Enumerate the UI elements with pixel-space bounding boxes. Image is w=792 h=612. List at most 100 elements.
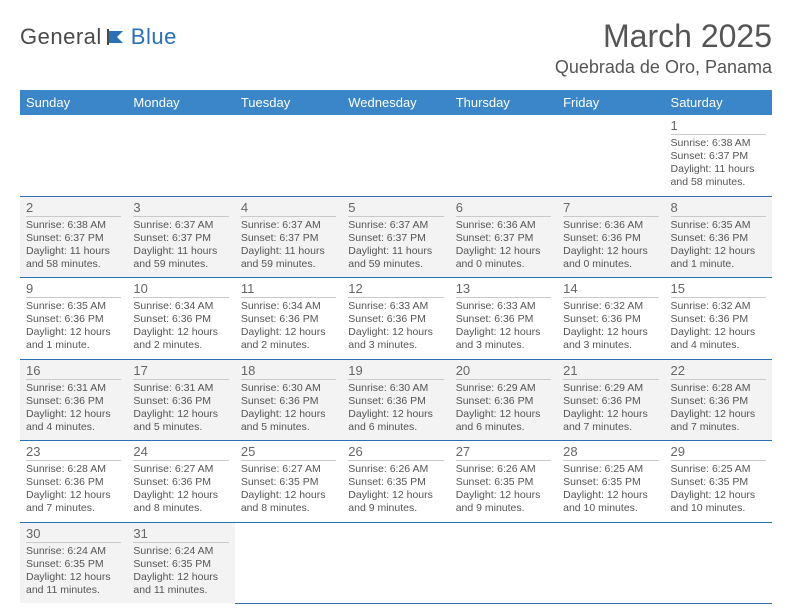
calendar-cell-empty (235, 115, 342, 196)
sunrise-line: Sunrise: 6:36 AM (563, 219, 658, 232)
weekday-header: Sunday (20, 90, 127, 115)
day-number: 15 (671, 281, 766, 298)
calendar-cell-empty (450, 522, 557, 603)
day-number: 18 (241, 363, 336, 380)
day-number: 6 (456, 200, 551, 217)
day-number: 19 (348, 363, 443, 380)
sunset-line: Sunset: 6:35 PM (26, 558, 121, 571)
sunset-line: Sunset: 6:37 PM (456, 232, 551, 245)
sunrise-line: Sunrise: 6:33 AM (456, 300, 551, 313)
sunrise-line: Sunrise: 6:35 AM (26, 300, 121, 313)
day-number: 11 (241, 281, 336, 298)
sunrise-line: Sunrise: 6:29 AM (456, 382, 551, 395)
daylight-line: Daylight: 11 hours and 59 minutes. (133, 245, 228, 271)
daylight-line: Daylight: 12 hours and 7 minutes. (26, 489, 121, 515)
sunset-line: Sunset: 6:36 PM (133, 476, 228, 489)
title-block: March 2025 Quebrada de Oro, Panama (555, 18, 772, 78)
day-number: 2 (26, 200, 121, 217)
day-number: 14 (563, 281, 658, 298)
sunset-line: Sunset: 6:36 PM (348, 395, 443, 408)
day-number: 21 (563, 363, 658, 380)
weekday-header: Thursday (450, 90, 557, 115)
calendar-cell: 8Sunrise: 6:35 AMSunset: 6:36 PMDaylight… (665, 196, 772, 278)
calendar-cell: 12Sunrise: 6:33 AMSunset: 6:36 PMDayligh… (342, 278, 449, 360)
calendar-cell: 3Sunrise: 6:37 AMSunset: 6:37 PMDaylight… (127, 196, 234, 278)
daylight-line: Daylight: 12 hours and 1 minute. (26, 326, 121, 352)
calendar-cell: 5Sunrise: 6:37 AMSunset: 6:37 PMDaylight… (342, 196, 449, 278)
sunrise-line: Sunrise: 6:32 AM (563, 300, 658, 313)
day-number: 20 (456, 363, 551, 380)
daylight-line: Daylight: 12 hours and 11 minutes. (26, 571, 121, 597)
daylight-line: Daylight: 12 hours and 10 minutes. (671, 489, 766, 515)
sunset-line: Sunset: 6:37 PM (348, 232, 443, 245)
sunrise-line: Sunrise: 6:33 AM (348, 300, 443, 313)
sunrise-line: Sunrise: 6:30 AM (241, 382, 336, 395)
day-number: 10 (133, 281, 228, 298)
daylight-line: Daylight: 12 hours and 3 minutes. (563, 326, 658, 352)
sunrise-line: Sunrise: 6:27 AM (133, 463, 228, 476)
day-number: 7 (563, 200, 658, 217)
sunrise-line: Sunrise: 6:30 AM (348, 382, 443, 395)
sunset-line: Sunset: 6:35 PM (563, 476, 658, 489)
daylight-line: Daylight: 12 hours and 6 minutes. (456, 408, 551, 434)
sunset-line: Sunset: 6:36 PM (26, 313, 121, 326)
daylight-line: Daylight: 12 hours and 3 minutes. (456, 326, 551, 352)
daylight-line: Daylight: 12 hours and 9 minutes. (348, 489, 443, 515)
sunrise-line: Sunrise: 6:24 AM (133, 545, 228, 558)
calendar-cell: 13Sunrise: 6:33 AMSunset: 6:36 PMDayligh… (450, 278, 557, 360)
day-number: 12 (348, 281, 443, 298)
month-title: March 2025 (555, 18, 772, 55)
calendar-cell-empty (127, 115, 234, 196)
sunrise-line: Sunrise: 6:26 AM (456, 463, 551, 476)
day-number: 9 (26, 281, 121, 298)
sunset-line: Sunset: 6:35 PM (133, 558, 228, 571)
sunset-line: Sunset: 6:36 PM (563, 395, 658, 408)
sunrise-line: Sunrise: 6:38 AM (26, 219, 121, 232)
header: General Blue March 2025 Quebrada de Oro,… (20, 18, 772, 78)
calendar-cell: 2Sunrise: 6:38 AMSunset: 6:37 PMDaylight… (20, 196, 127, 278)
sunset-line: Sunset: 6:36 PM (133, 313, 228, 326)
calendar-cell-empty (665, 522, 772, 603)
calendar-cell: 9 Sunrise: 6:35 AMSunset: 6:36 PMDaylight… (20, 278, 127, 360)
flag-icon (107, 29, 129, 48)
calendar-cell: 14 Sunrise: 6:32 AMSunset: 6:36 PMDayligh… (557, 278, 664, 360)
sunrise-line: Sunrise: 6:27 AM (241, 463, 336, 476)
daylight-line: Daylight: 12 hours and 6 minutes. (348, 408, 443, 434)
sunrise-line: Sunrise: 6:38 AM (671, 137, 766, 150)
daylight-line: Daylight: 12 hours and 4 minutes. (671, 326, 766, 352)
daylight-line: Daylight: 12 hours and 9 minutes. (456, 489, 551, 515)
sunrise-line: Sunrise: 6:37 AM (133, 219, 228, 232)
sunrise-line: Sunrise: 6:25 AM (671, 463, 766, 476)
weekday-header: Monday (127, 90, 234, 115)
logo-word-2: Blue (131, 24, 177, 50)
sunset-line: Sunset: 6:36 PM (671, 395, 766, 408)
day-number: 16 (26, 363, 121, 380)
day-number: 29 (671, 444, 766, 461)
daylight-line: Daylight: 11 hours and 58 minutes. (671, 163, 766, 189)
calendar-cell: 30Sunrise: 6:24 AMSunset: 6:35 PMDayligh… (20, 522, 127, 603)
day-number: 4 (241, 200, 336, 217)
calendar-cell-empty (557, 522, 664, 603)
sunrise-line: Sunrise: 6:26 AM (348, 463, 443, 476)
sunset-line: Sunset: 6:37 PM (26, 232, 121, 245)
sunrise-line: Sunrise: 6:34 AM (241, 300, 336, 313)
sunset-line: Sunset: 6:36 PM (671, 232, 766, 245)
location: Quebrada de Oro, Panama (555, 57, 772, 78)
calendar-cell-empty (342, 115, 449, 196)
daylight-line: Daylight: 12 hours and 1 minute. (671, 245, 766, 271)
day-number: 8 (671, 200, 766, 217)
daylight-line: Daylight: 12 hours and 5 minutes. (133, 408, 228, 434)
sunset-line: Sunset: 6:35 PM (348, 476, 443, 489)
calendar-cell: 21Sunrise: 6:29 AMSunset: 6:36 PMDayligh… (557, 359, 664, 441)
sunset-line: Sunset: 6:36 PM (241, 313, 336, 326)
sunrise-line: Sunrise: 6:28 AM (671, 382, 766, 395)
logo: General Blue (20, 24, 177, 50)
sunrise-line: Sunrise: 6:31 AM (133, 382, 228, 395)
daylight-line: Daylight: 12 hours and 0 minutes. (563, 245, 658, 271)
sunset-line: Sunset: 6:36 PM (563, 313, 658, 326)
daylight-line: Daylight: 12 hours and 2 minutes. (241, 326, 336, 352)
sunset-line: Sunset: 6:36 PM (26, 395, 121, 408)
calendar-cell-empty (20, 115, 127, 196)
calendar-cell: 7Sunrise: 6:36 AMSunset: 6:36 PMDaylight… (557, 196, 664, 278)
sunset-line: Sunset: 6:36 PM (671, 313, 766, 326)
